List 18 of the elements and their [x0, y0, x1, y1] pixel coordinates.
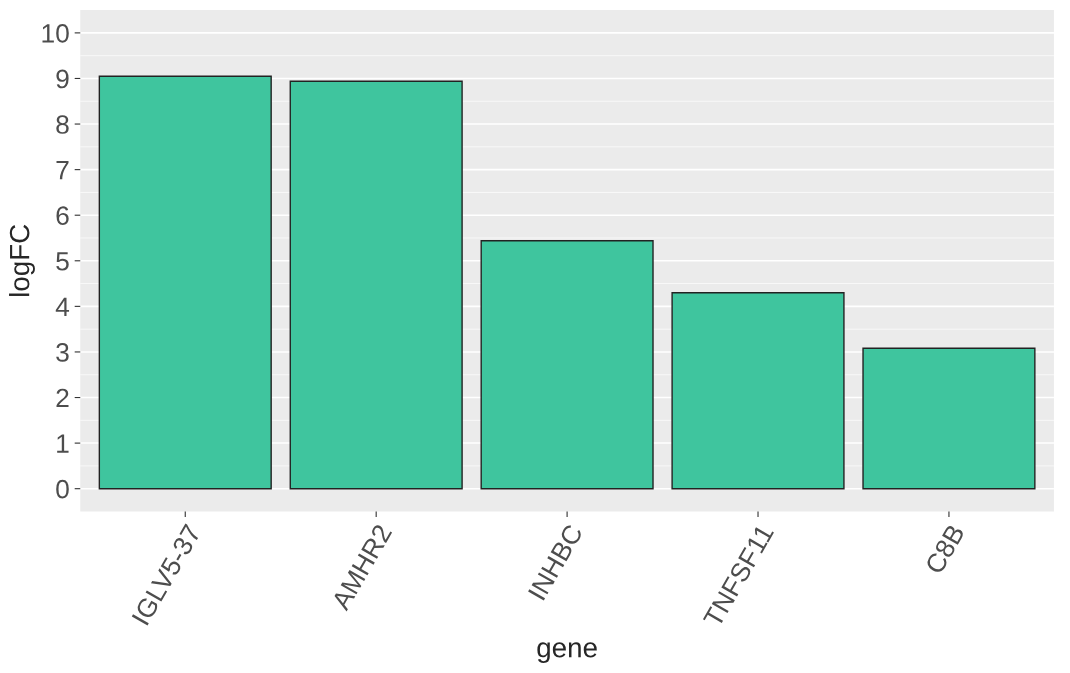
bar	[98, 75, 272, 490]
y-tick-label: 2	[56, 388, 69, 408]
y-tick-label: 6	[56, 206, 69, 226]
bar	[289, 80, 463, 490]
bar	[671, 291, 845, 490]
y-tick-label: 8	[56, 115, 69, 134]
y-axis-title: logFC	[9, 224, 35, 296]
y-tick-label: 9	[56, 69, 69, 89]
y-tick-label: 10	[42, 24, 69, 43]
y-tick-label: 3	[56, 343, 69, 362]
y-tick-label: 0	[56, 479, 69, 499]
x-axis-title: gene	[537, 642, 597, 663]
bar	[862, 347, 1036, 490]
y-tick-label: 1	[57, 434, 69, 453]
bar	[480, 240, 654, 490]
y-tick-label: 4	[55, 297, 70, 316]
y-tick-label: 5	[56, 252, 69, 271]
y-tick-label: 7	[56, 161, 69, 180]
